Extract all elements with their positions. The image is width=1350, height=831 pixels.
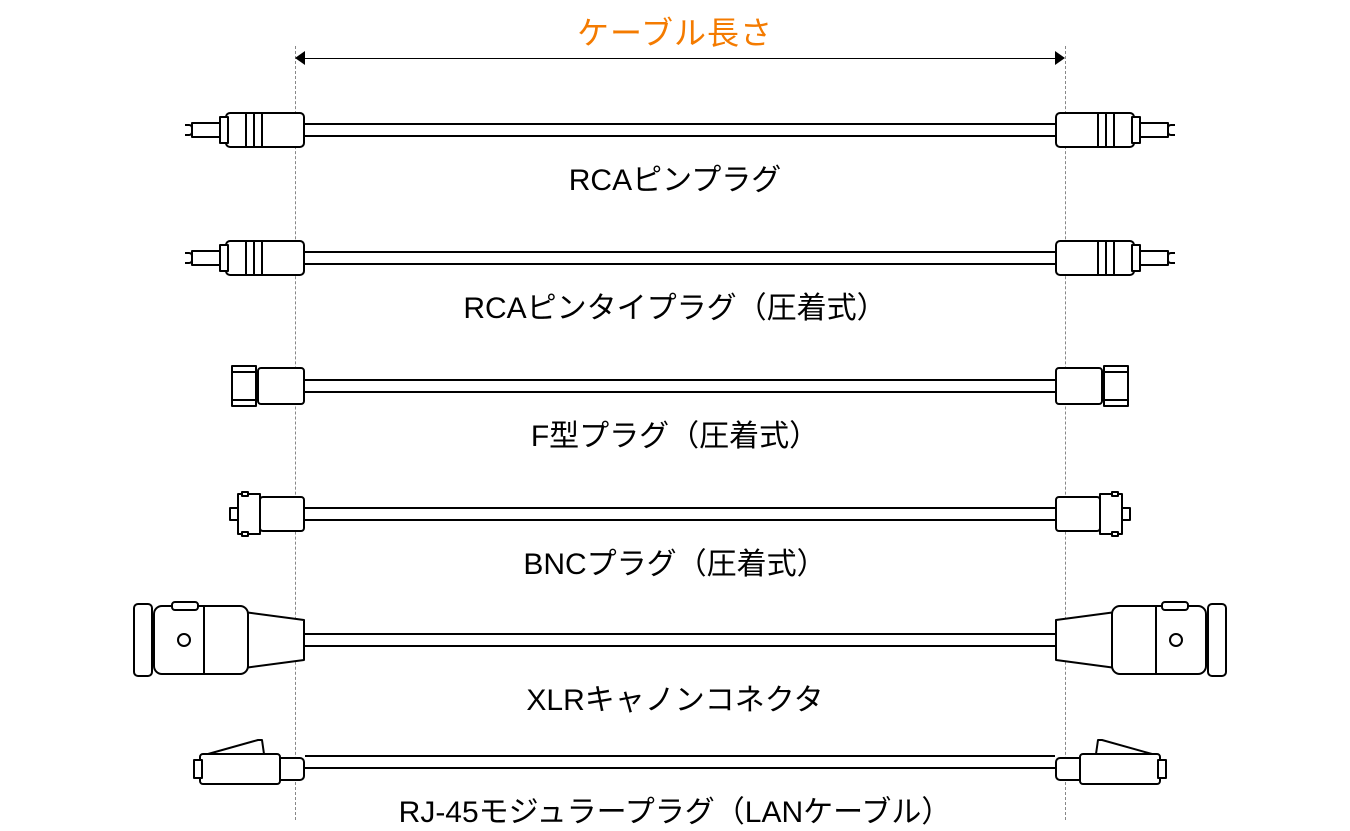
dimension-line bbox=[305, 58, 1055, 59]
cable-wire-ftype bbox=[305, 379, 1055, 393]
connector-left-xlr bbox=[131, 600, 307, 680]
cable-wire-bnc bbox=[305, 507, 1055, 521]
title: ケーブル長さ bbox=[0, 8, 1350, 54]
cable-label-xlr: XLRキャノンコネクタ bbox=[0, 675, 1350, 719]
connector-right-rca_crimp bbox=[1053, 238, 1175, 278]
cable-wire-rca bbox=[305, 123, 1055, 137]
connector-right-rj45 bbox=[1053, 736, 1171, 788]
connector-right-rca bbox=[1053, 110, 1175, 150]
diagram-stage: ケーブル長さ RCAピンプラグ RCAピンタイプラグ（圧着式） F型プラグ（圧着式） B… bbox=[0, 0, 1350, 824]
cable-label-ftype: F型プラグ（圧着式） bbox=[0, 411, 1350, 455]
cable-label-rca_crimp: RCAピンタイプラグ（圧着式） bbox=[0, 283, 1350, 327]
cable-label-bnc: BNCプラグ（圧着式） bbox=[0, 539, 1350, 583]
connector-right-xlr bbox=[1053, 600, 1229, 680]
connector-left-rca bbox=[185, 110, 307, 150]
cable-wire-xlr bbox=[305, 633, 1055, 647]
dimension-arrow-left bbox=[295, 51, 305, 65]
connector-right-ftype bbox=[1053, 363, 1131, 409]
cable-wire-rj45 bbox=[305, 755, 1055, 769]
dimension-arrow-right bbox=[1055, 51, 1065, 65]
connector-right-bnc bbox=[1053, 490, 1135, 538]
connector-left-rj45 bbox=[189, 736, 307, 788]
connector-left-ftype bbox=[229, 363, 307, 409]
cable-label-rj45: RJ-45モジュラープラグ（LANケーブル） bbox=[0, 787, 1350, 831]
connector-left-rca_crimp bbox=[185, 238, 307, 278]
cable-wire-rca_crimp bbox=[305, 251, 1055, 265]
cable-label-rca: RCAピンプラグ bbox=[0, 155, 1350, 199]
connector-left-bnc bbox=[225, 490, 307, 538]
